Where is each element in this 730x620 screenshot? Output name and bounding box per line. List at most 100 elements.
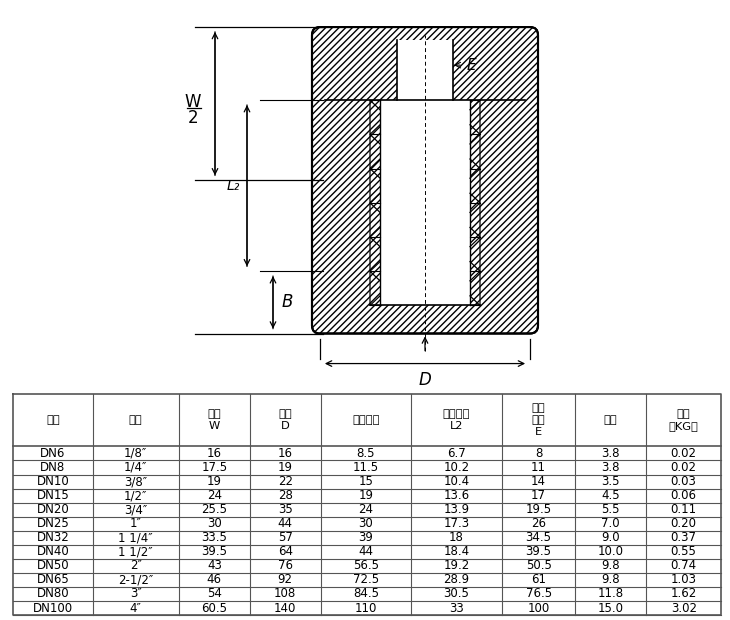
Text: 0.02: 0.02 bbox=[671, 461, 696, 474]
Text: 92: 92 bbox=[277, 574, 293, 587]
Text: 通孔
内径
E: 通孔 内径 E bbox=[531, 404, 545, 436]
Text: 1″: 1″ bbox=[130, 517, 142, 530]
Text: 19.5: 19.5 bbox=[526, 503, 552, 516]
Text: 33: 33 bbox=[449, 601, 464, 614]
Text: 10.4: 10.4 bbox=[444, 475, 469, 488]
Text: 33.5: 33.5 bbox=[201, 531, 227, 544]
Text: 总长
W: 总长 W bbox=[207, 409, 221, 431]
Text: DN6: DN6 bbox=[40, 447, 66, 460]
Text: 19: 19 bbox=[277, 461, 293, 474]
Text: 84.5: 84.5 bbox=[353, 588, 379, 600]
Text: DN8: DN8 bbox=[40, 461, 66, 474]
Text: 57: 57 bbox=[277, 531, 293, 544]
Text: 3.02: 3.02 bbox=[671, 601, 696, 614]
Text: 17: 17 bbox=[531, 489, 546, 502]
Text: 10.2: 10.2 bbox=[444, 461, 469, 474]
Text: 1/4″: 1/4″ bbox=[124, 461, 147, 474]
Text: 规格: 规格 bbox=[129, 415, 142, 425]
Text: 螺纹内径: 螺纹内径 bbox=[352, 415, 380, 425]
Text: 44: 44 bbox=[277, 517, 293, 530]
Text: 39.5: 39.5 bbox=[526, 546, 552, 558]
Text: 0.55: 0.55 bbox=[671, 546, 696, 558]
Text: 9.0: 9.0 bbox=[602, 531, 620, 544]
Text: 规格: 规格 bbox=[46, 415, 60, 425]
Text: 100: 100 bbox=[528, 601, 550, 614]
Text: 2: 2 bbox=[188, 108, 199, 126]
Text: 18.4: 18.4 bbox=[444, 546, 469, 558]
Text: 13.6: 13.6 bbox=[444, 489, 469, 502]
Text: 1.03: 1.03 bbox=[671, 574, 696, 587]
Text: 5.5: 5.5 bbox=[602, 503, 620, 516]
Text: 2″: 2″ bbox=[130, 559, 142, 572]
Text: 2-1/2″: 2-1/2″ bbox=[118, 574, 153, 587]
Text: 1.62: 1.62 bbox=[671, 588, 697, 600]
Text: 7.0: 7.0 bbox=[602, 517, 620, 530]
Text: 61: 61 bbox=[531, 574, 546, 587]
Text: 19: 19 bbox=[207, 475, 222, 488]
Text: 14: 14 bbox=[531, 475, 546, 488]
Text: 3/8″: 3/8″ bbox=[124, 475, 147, 488]
Text: 30: 30 bbox=[358, 517, 373, 530]
Text: 0.11: 0.11 bbox=[671, 503, 696, 516]
Text: 34.5: 34.5 bbox=[526, 531, 552, 544]
Text: 3.8: 3.8 bbox=[602, 461, 620, 474]
Text: 140: 140 bbox=[274, 601, 296, 614]
Text: 1 1/2″: 1 1/2″ bbox=[118, 546, 153, 558]
Text: 39: 39 bbox=[358, 531, 373, 544]
Text: 60.5: 60.5 bbox=[201, 601, 227, 614]
Text: 64: 64 bbox=[277, 546, 293, 558]
Text: L₂: L₂ bbox=[226, 179, 239, 193]
Text: 30.5: 30.5 bbox=[444, 588, 469, 600]
Text: 39.5: 39.5 bbox=[201, 546, 227, 558]
Text: 72.5: 72.5 bbox=[353, 574, 379, 587]
Text: DN32: DN32 bbox=[36, 531, 69, 544]
Text: 13.9: 13.9 bbox=[444, 503, 469, 516]
Text: 0.02: 0.02 bbox=[671, 447, 696, 460]
Text: 17.5: 17.5 bbox=[201, 461, 228, 474]
Text: 9.8: 9.8 bbox=[602, 559, 620, 572]
Text: 4.5: 4.5 bbox=[602, 489, 620, 502]
Text: D: D bbox=[418, 371, 431, 389]
Text: 壁厚: 壁厚 bbox=[604, 415, 618, 425]
Text: DN80: DN80 bbox=[36, 588, 69, 600]
Text: 17.3: 17.3 bbox=[444, 517, 469, 530]
Text: 4″: 4″ bbox=[130, 601, 142, 614]
Text: 0.06: 0.06 bbox=[671, 489, 696, 502]
Text: 3″: 3″ bbox=[130, 588, 142, 600]
Text: 1 1/4″: 1 1/4″ bbox=[118, 531, 153, 544]
Text: B: B bbox=[281, 293, 293, 311]
Text: 6.7: 6.7 bbox=[447, 447, 466, 460]
Text: DN25: DN25 bbox=[36, 517, 69, 530]
Text: 0.03: 0.03 bbox=[671, 475, 696, 488]
Text: 11: 11 bbox=[531, 461, 546, 474]
Text: DN65: DN65 bbox=[36, 574, 69, 587]
Text: DN50: DN50 bbox=[36, 559, 69, 572]
Text: 重量
（KG）: 重量 （KG） bbox=[669, 409, 699, 431]
Text: 1/8″: 1/8″ bbox=[124, 447, 147, 460]
Text: DN40: DN40 bbox=[36, 546, 69, 558]
Text: 0.20: 0.20 bbox=[671, 517, 696, 530]
Text: 18: 18 bbox=[449, 531, 464, 544]
Text: 26: 26 bbox=[531, 517, 546, 530]
Text: DN15: DN15 bbox=[36, 489, 69, 502]
Text: 44: 44 bbox=[358, 546, 373, 558]
Text: 28: 28 bbox=[277, 489, 293, 502]
Text: 16: 16 bbox=[207, 447, 222, 460]
Text: 0.37: 0.37 bbox=[671, 531, 696, 544]
Text: 50.5: 50.5 bbox=[526, 559, 552, 572]
Text: 25.5: 25.5 bbox=[201, 503, 227, 516]
Text: 8: 8 bbox=[535, 447, 542, 460]
Text: 24: 24 bbox=[207, 489, 222, 502]
Text: E: E bbox=[466, 58, 476, 73]
Text: 22: 22 bbox=[277, 475, 293, 488]
Text: 8.5: 8.5 bbox=[357, 447, 375, 460]
Text: 35: 35 bbox=[278, 503, 293, 516]
Text: 9.8: 9.8 bbox=[602, 574, 620, 587]
Text: 11.5: 11.5 bbox=[353, 461, 379, 474]
Text: 76: 76 bbox=[277, 559, 293, 572]
Bar bbox=[380, 100, 470, 306]
Text: 3.5: 3.5 bbox=[602, 475, 620, 488]
Text: W: W bbox=[185, 92, 201, 110]
Text: 11.8: 11.8 bbox=[598, 588, 623, 600]
FancyBboxPatch shape bbox=[312, 27, 538, 334]
